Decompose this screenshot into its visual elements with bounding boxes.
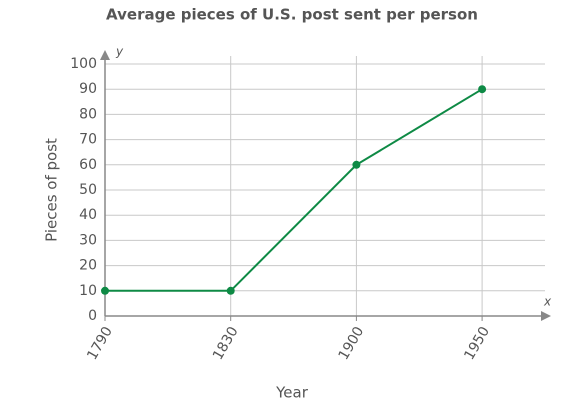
y-axis-arrow (100, 50, 110, 60)
x-tick-label: 1950 (461, 324, 493, 363)
y-tick-label: 40 (79, 207, 97, 223)
y-tick-label: 0 (88, 308, 97, 324)
point (478, 85, 487, 94)
y-tick-label: 90 (79, 81, 97, 97)
x-tick-label: 1790 (84, 324, 116, 363)
y-tick-label: 50 (79, 182, 97, 198)
x-axis-name: x (543, 295, 552, 309)
y-tick-label: 60 (79, 157, 97, 173)
y-tick-label: 10 (79, 283, 97, 299)
x-axis-arrow (541, 311, 551, 321)
point (226, 286, 235, 295)
y-tick-label: 100 (70, 56, 97, 72)
point (101, 286, 109, 295)
y-axis-name: y (115, 45, 124, 59)
x-tick-label: 1830 (210, 324, 242, 363)
point (352, 160, 361, 169)
line (105, 88, 483, 292)
chart-title: Average pieces of U.S. post sent per per… (106, 6, 478, 24)
y-tick-label: 80 (79, 106, 97, 122)
x-tick-label: 1900 (336, 324, 368, 363)
y-axis-label: Pieces of post (43, 138, 61, 242)
x-axis-label: Year (275, 384, 309, 402)
y-tick-label: 20 (79, 258, 97, 274)
y-tick-label: 70 (79, 132, 97, 148)
y-tick-label: 30 (79, 232, 97, 248)
